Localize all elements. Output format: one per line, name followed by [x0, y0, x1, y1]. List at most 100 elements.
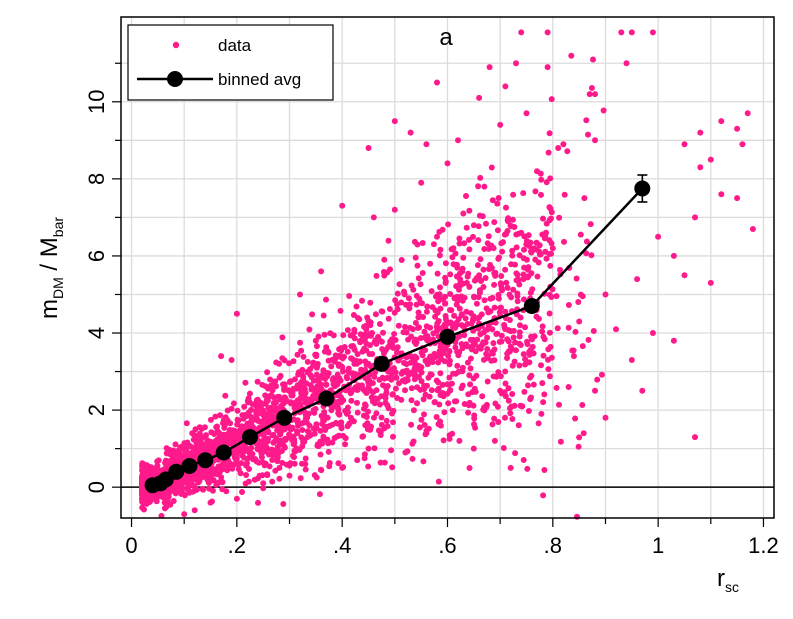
- data-point: [442, 293, 448, 300]
- data-point: [423, 323, 430, 330]
- data-point: [495, 291, 502, 298]
- data-point: [502, 83, 509, 90]
- data-point: [565, 324, 572, 331]
- data-point: [549, 286, 556, 293]
- data-point: [548, 96, 555, 103]
- data-point: [175, 447, 182, 454]
- data-point: [692, 434, 698, 441]
- data-point: [491, 415, 498, 422]
- data-point: [413, 292, 420, 299]
- data-point: [452, 344, 459, 351]
- data-point: [214, 466, 221, 472]
- data-point: [394, 306, 401, 313]
- data-point: [681, 272, 688, 279]
- data-point: [243, 472, 250, 478]
- data-point: [139, 504, 146, 511]
- data-point: [408, 282, 415, 289]
- x-tick-label: 1.2: [748, 533, 779, 558]
- data-point: [394, 349, 400, 356]
- data-point: [489, 350, 496, 357]
- data-point: [496, 254, 502, 261]
- data-point: [423, 308, 430, 315]
- data-point: [445, 400, 452, 407]
- data-point: [415, 275, 422, 282]
- data-point: [255, 459, 262, 466]
- data-point: [286, 431, 292, 438]
- tick-labels: 0 .2 .4 .6 .8 1 1.2 0 2 4 6 8 10: [84, 90, 779, 558]
- data-point: [517, 402, 524, 409]
- data-point: [440, 437, 447, 444]
- data-point: [463, 193, 469, 199]
- data-point: [302, 455, 309, 462]
- data-point: [600, 107, 607, 114]
- data-point: [396, 380, 402, 387]
- data-point: [245, 478, 252, 485]
- data-point: [546, 130, 553, 137]
- data-point: [598, 371, 605, 378]
- data-point: [408, 421, 415, 428]
- data-point: [336, 361, 342, 368]
- data-point: [446, 348, 453, 355]
- data-point: [491, 437, 498, 444]
- data-point: [254, 446, 261, 453]
- data-point: [576, 434, 583, 441]
- legend-data-marker: [172, 41, 180, 49]
- data-point: [387, 266, 393, 273]
- data-point: [339, 464, 346, 471]
- data-point: [198, 438, 204, 445]
- data-point: [538, 362, 544, 369]
- data-point: [480, 356, 487, 363]
- data-point: [248, 444, 255, 451]
- data-point: [143, 494, 150, 501]
- data-point: [561, 238, 567, 245]
- data-point: [342, 387, 349, 394]
- data-point: [251, 476, 258, 483]
- data-point: [338, 347, 345, 354]
- data-point: [512, 450, 519, 457]
- data-point: [446, 387, 453, 394]
- data-point: [278, 427, 285, 434]
- data-point: [440, 393, 447, 400]
- data-point: [423, 430, 430, 437]
- data-point: [548, 250, 554, 257]
- data-point: [449, 407, 456, 414]
- data-point: [286, 472, 293, 479]
- data-point: [411, 371, 418, 378]
- data-point: [565, 384, 572, 390]
- legend-binned-marker: [167, 71, 183, 87]
- data-point: [218, 474, 225, 481]
- data-point: [391, 118, 398, 125]
- data-point: [143, 464, 150, 471]
- data-point: [270, 431, 277, 438]
- data-point: [476, 287, 483, 294]
- data-point: [463, 224, 470, 231]
- data-point: [415, 314, 422, 321]
- data-point: [257, 400, 264, 406]
- data-point: [412, 319, 419, 326]
- data-point: [409, 455, 416, 462]
- data-point: [522, 324, 528, 331]
- data-point: [330, 332, 337, 339]
- data-point: [480, 266, 487, 273]
- data-point: [333, 400, 340, 407]
- data-point: [590, 328, 597, 334]
- data-point: [573, 275, 580, 282]
- data-point: [306, 326, 313, 333]
- data-point: [221, 424, 228, 431]
- data-point: [280, 501, 287, 507]
- data-point: [300, 376, 307, 383]
- data-point: [139, 472, 146, 478]
- data-point: [311, 430, 318, 437]
- data-point: [309, 396, 316, 403]
- y-axis-title-m-sub: DM: [50, 277, 66, 299]
- data-point: [389, 464, 396, 471]
- data-point: [417, 281, 424, 288]
- data-point: [464, 343, 471, 350]
- data-point: [570, 353, 577, 360]
- data-point: [418, 179, 425, 186]
- data-point: [434, 233, 440, 240]
- data-point: [222, 392, 229, 399]
- data-point: [437, 296, 444, 303]
- data-point: [362, 402, 369, 409]
- data-point: [320, 312, 327, 319]
